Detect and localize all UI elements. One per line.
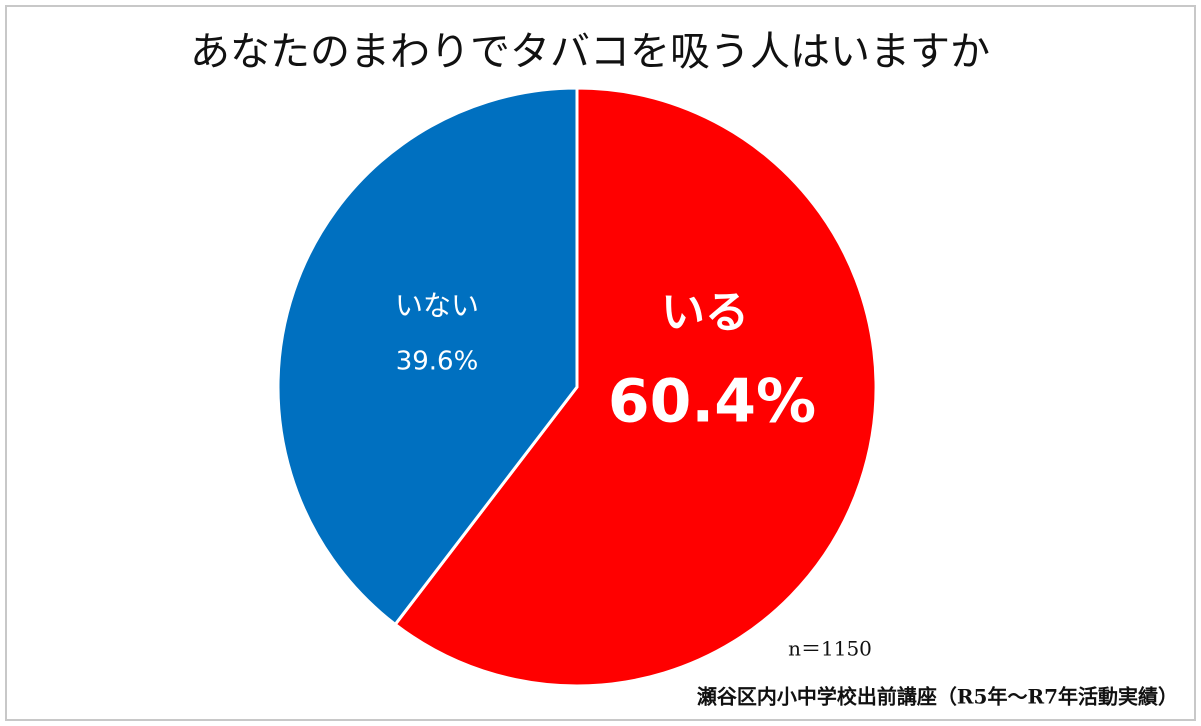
slice-value-label: 39.6%: [396, 347, 479, 377]
slice-value-label: 60.4%: [608, 367, 816, 437]
chart-title: あなたのまわりでタバコを吸う人はいますか: [190, 29, 990, 75]
annotation: n＝1150: [788, 637, 872, 661]
pie-slice: [393, 86, 878, 688]
pie-slice: [276, 86, 579, 627]
annotation: 瀬谷区内小中学校出前講座（R5年～R7年活動実績）: [697, 685, 1178, 709]
slice-category-label: いる: [661, 287, 749, 338]
slice-category-label: いない: [395, 289, 479, 322]
